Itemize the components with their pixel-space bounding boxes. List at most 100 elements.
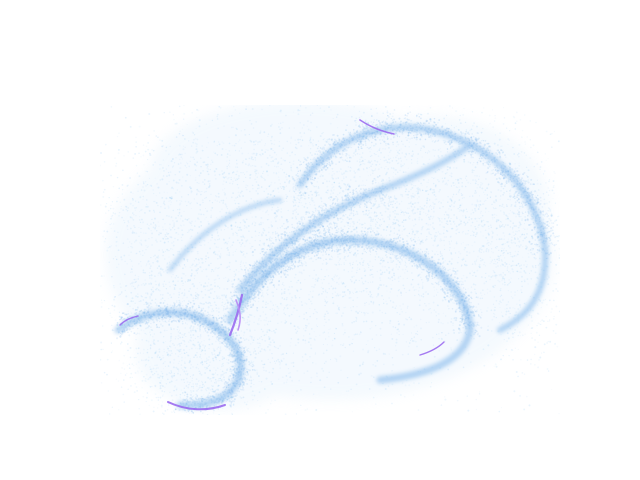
point bbox=[438, 350, 440, 352]
point bbox=[434, 235, 436, 238]
point bbox=[178, 203, 181, 206]
point bbox=[236, 226, 239, 228]
point bbox=[473, 231, 475, 234]
point bbox=[236, 128, 238, 131]
point bbox=[238, 334, 241, 336]
point bbox=[400, 160, 403, 162]
point bbox=[124, 273, 126, 276]
point bbox=[407, 252, 410, 254]
point bbox=[252, 222, 254, 224]
point bbox=[313, 338, 316, 341]
point bbox=[328, 216, 331, 219]
point bbox=[546, 202, 548, 205]
point bbox=[367, 281, 369, 284]
point bbox=[438, 280, 440, 283]
point bbox=[449, 174, 451, 177]
point bbox=[321, 132, 323, 135]
point bbox=[405, 265, 408, 268]
point bbox=[295, 193, 297, 195]
point bbox=[458, 231, 460, 234]
point bbox=[359, 290, 361, 293]
point bbox=[425, 260, 428, 263]
point bbox=[102, 325, 104, 327]
point bbox=[466, 320, 468, 322]
point bbox=[422, 293, 425, 295]
point bbox=[369, 274, 371, 276]
point bbox=[254, 178, 256, 181]
point bbox=[383, 167, 386, 170]
point bbox=[231, 115, 233, 117]
point bbox=[294, 243, 296, 246]
point bbox=[151, 218, 153, 221]
point bbox=[303, 269, 305, 271]
point bbox=[406, 184, 408, 186]
point bbox=[217, 285, 219, 288]
point bbox=[193, 158, 195, 160]
point bbox=[465, 265, 467, 267]
point bbox=[463, 263, 466, 266]
point bbox=[406, 270, 409, 273]
point bbox=[414, 202, 416, 204]
point bbox=[271, 353, 273, 355]
point bbox=[278, 178, 281, 181]
point bbox=[543, 215, 546, 217]
point bbox=[172, 179, 175, 182]
point bbox=[396, 162, 399, 165]
point bbox=[323, 362, 326, 364]
point bbox=[339, 294, 341, 296]
point bbox=[422, 309, 425, 311]
point bbox=[367, 312, 369, 315]
point bbox=[401, 221, 404, 224]
point bbox=[216, 200, 219, 202]
point bbox=[279, 110, 281, 113]
point bbox=[443, 157, 445, 159]
point bbox=[420, 147, 422, 149]
point bbox=[118, 263, 120, 265]
point bbox=[381, 271, 384, 274]
point bbox=[362, 158, 364, 160]
point bbox=[261, 282, 264, 285]
point bbox=[240, 260, 242, 262]
point bbox=[266, 329, 269, 331]
point bbox=[484, 211, 487, 213]
point bbox=[353, 228, 356, 231]
point bbox=[424, 302, 426, 305]
point bbox=[439, 233, 441, 235]
point bbox=[315, 193, 318, 195]
point bbox=[344, 329, 346, 331]
point bbox=[409, 238, 412, 240]
point bbox=[502, 322, 504, 324]
point bbox=[270, 139, 272, 142]
point bbox=[431, 283, 434, 286]
point bbox=[289, 189, 291, 191]
point bbox=[416, 187, 419, 190]
point bbox=[369, 212, 371, 214]
point bbox=[452, 196, 454, 198]
point bbox=[206, 165, 209, 168]
point bbox=[358, 204, 361, 207]
point bbox=[312, 277, 314, 280]
point bbox=[433, 355, 436, 358]
point bbox=[300, 301, 303, 303]
point bbox=[506, 266, 509, 268]
point bbox=[233, 312, 235, 314]
point bbox=[475, 204, 478, 206]
point bbox=[474, 207, 476, 210]
point bbox=[399, 305, 401, 307]
point bbox=[359, 261, 361, 264]
point bbox=[446, 287, 448, 290]
point bbox=[406, 277, 408, 280]
point bbox=[382, 178, 384, 180]
point bbox=[229, 216, 232, 219]
point bbox=[474, 192, 476, 195]
point bbox=[366, 214, 369, 217]
point bbox=[370, 294, 373, 296]
point bbox=[476, 175, 478, 177]
point bbox=[432, 201, 434, 204]
point bbox=[514, 163, 516, 165]
point bbox=[356, 269, 358, 272]
point bbox=[309, 136, 312, 139]
point bbox=[374, 223, 377, 226]
point bbox=[454, 183, 457, 185]
point bbox=[450, 124, 453, 127]
